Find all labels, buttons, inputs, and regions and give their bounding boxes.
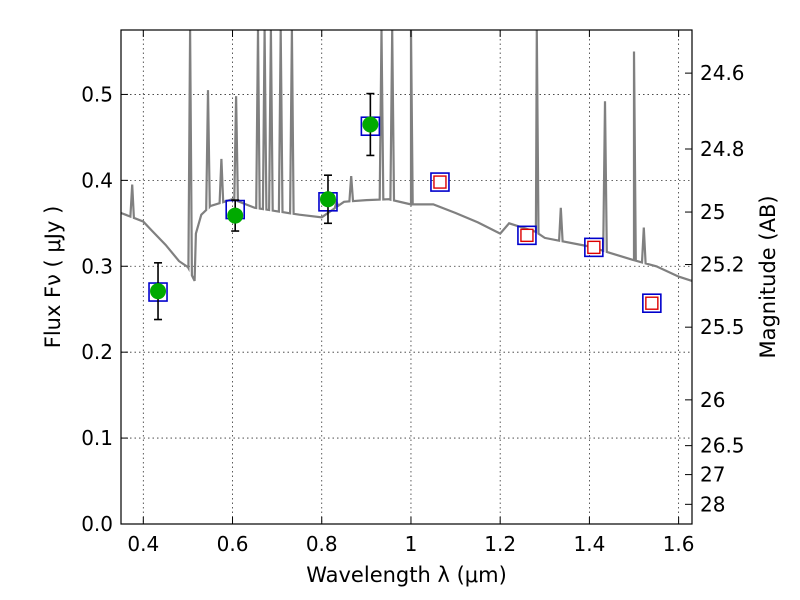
y2-axis-title: Magnitude (AB) xyxy=(756,195,780,358)
sed-spectrum xyxy=(121,30,692,282)
y-tick-label: 0.0 xyxy=(81,512,113,536)
y-tick-label: 0.3 xyxy=(81,254,113,278)
model-point xyxy=(430,172,450,192)
x-axis-title: Wavelength λ (μm) xyxy=(306,563,507,587)
predicted-point xyxy=(520,228,534,243)
y2-tick-label: 27 xyxy=(700,463,725,487)
x-tick-label: 0.6 xyxy=(217,532,249,556)
predicted-point xyxy=(645,296,659,310)
y2-tick-label: 25.5 xyxy=(700,315,745,339)
spectrum-line xyxy=(121,30,692,282)
y2-tick-label: 24.8 xyxy=(700,137,745,161)
x-tick-label: 1.2 xyxy=(484,532,516,556)
y-tick-label: 0.1 xyxy=(81,426,113,450)
model-point xyxy=(517,225,537,246)
x-tick-label: 1 xyxy=(405,532,418,556)
y-axis-title: Flux Fν ( μJy ) xyxy=(41,206,65,349)
predicted-point xyxy=(587,240,601,255)
x-tick-label: 1.6 xyxy=(663,532,695,556)
y2-tick-label: 25 xyxy=(700,200,725,224)
observed-point xyxy=(362,116,379,133)
observed-point xyxy=(150,283,167,300)
y2-tick-label: 28 xyxy=(700,492,725,516)
model-point xyxy=(584,237,604,258)
x-tick-label: 1.4 xyxy=(573,532,605,556)
x-tick-label: 0.4 xyxy=(127,532,159,556)
y-tick-label: 0.2 xyxy=(81,340,113,364)
model-point xyxy=(642,293,662,314)
y2-tick-label: 25.2 xyxy=(700,253,745,277)
observed-point xyxy=(319,191,336,208)
y2-tick-label: 26.5 xyxy=(700,434,745,458)
y2-tick-label: 24.6 xyxy=(700,61,745,85)
y-tick-label: 0.4 xyxy=(81,168,113,192)
grid-lines xyxy=(121,30,692,525)
x-tick-label: 0.8 xyxy=(306,532,338,556)
plot-frame xyxy=(120,29,693,525)
predicted-point xyxy=(433,175,447,189)
y2-tick-label: 26 xyxy=(700,388,725,412)
photometry-points xyxy=(148,92,662,321)
observed-point xyxy=(227,207,244,224)
axis-ticks: 0.4 0.6 0.8 1 1.2 1.4 1.6 0.0 0.1 0.2 0.3 0.4 0.5 24.… xyxy=(81,30,745,556)
y-tick-label: 0.5 xyxy=(81,82,113,106)
